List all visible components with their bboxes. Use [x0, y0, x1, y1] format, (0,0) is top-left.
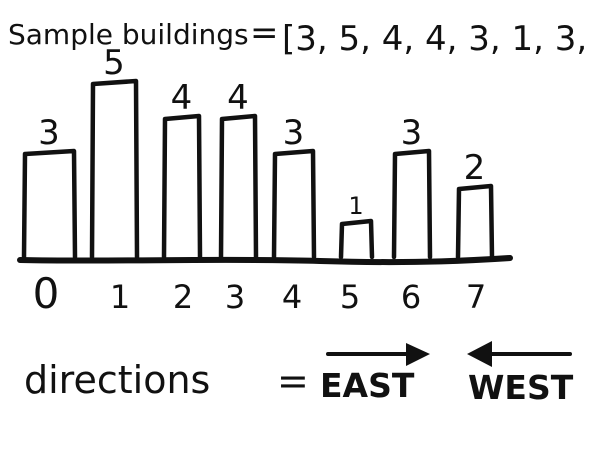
- ground-line: [17, 255, 513, 266]
- building-index-2: 2: [173, 278, 193, 316]
- building-index-7: 7: [466, 278, 486, 316]
- building-value-5: 1: [348, 192, 363, 220]
- building-value-2: 4: [171, 78, 193, 118]
- building-value-4: 3: [283, 113, 305, 153]
- directions-row: directions = EAST WEST: [24, 341, 574, 407]
- building-bar-4: [271, 148, 317, 260]
- sample-buildings-array: [3, 5, 4, 4, 3, 1, 3, 2]: [282, 19, 600, 59]
- building-index-6: 6: [401, 278, 421, 316]
- building-index-3: 3: [225, 278, 245, 316]
- building-bar-5: [338, 218, 375, 260]
- building-bar-2: [161, 113, 203, 260]
- west-arrow-icon: [467, 341, 572, 367]
- building-value-0: 3: [38, 113, 60, 153]
- building-index-4: 4: [282, 278, 302, 316]
- building-value-1: 5: [103, 43, 125, 83]
- building-index-0: 0: [33, 269, 60, 318]
- building-bar-3: [218, 113, 259, 260]
- building-bar-7: [455, 183, 495, 260]
- building-value-6: 3: [401, 113, 423, 153]
- building-bar-1: [89, 78, 140, 260]
- directions-label: directions: [24, 358, 210, 402]
- building-value-7: 2: [464, 148, 486, 188]
- building-bar-0: [21, 148, 78, 260]
- building-value-3: 4: [227, 78, 249, 118]
- east-arrow-icon: [326, 343, 430, 366]
- building-index-5: 5: [340, 278, 360, 316]
- building-index-1: 1: [110, 278, 130, 316]
- sample-equals-sign: =: [250, 13, 279, 53]
- west-label: WEST: [468, 368, 574, 407]
- directions-equals-sign: =: [277, 359, 309, 403]
- east-label: EAST: [320, 366, 415, 405]
- building-bar-6: [391, 148, 433, 260]
- sample-buildings-label: Sample buildings: [8, 18, 249, 51]
- title-row: Sample buildings = [3, 5, 4, 4, 3, 1, 3,…: [8, 13, 600, 59]
